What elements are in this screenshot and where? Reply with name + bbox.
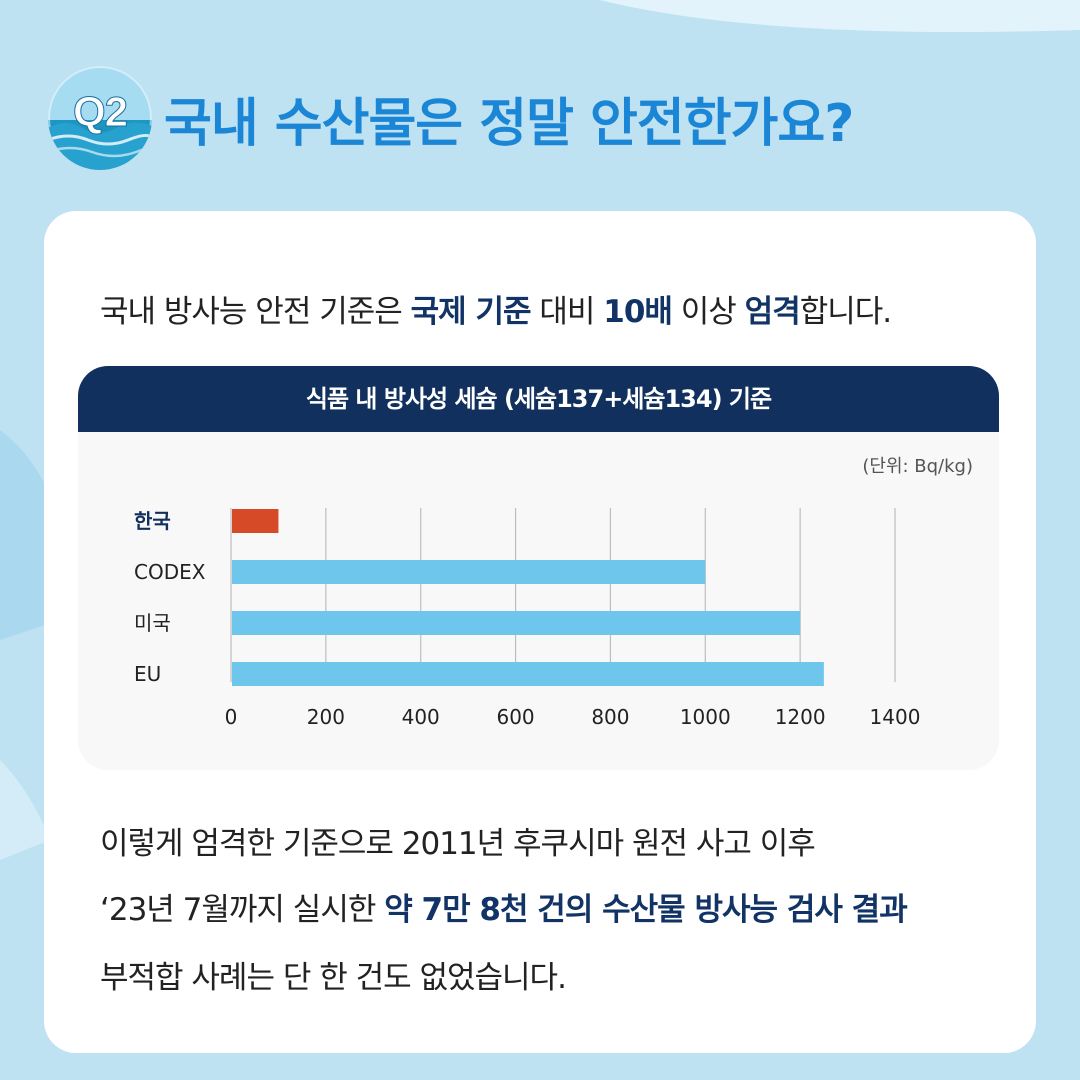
x-tick-label: 200 (307, 705, 345, 729)
chart-panel: 식품 내 방사성 세슘 (세슘137+세슘134) 기준 (단위: Bq/kg)… (78, 366, 999, 770)
bar (232, 509, 279, 533)
intro-text: 국내 방사능 안전 기준은 국제 기준 대비 10배 이상 엄격합니다. (100, 286, 892, 331)
wave-icon (48, 122, 152, 170)
category-label: EU (134, 662, 161, 686)
bar (232, 560, 706, 584)
page-title: 국내 수산물은 정말 안전한가요? (164, 93, 854, 154)
body-line-2-plain: ‘23년 7월까지 실시한 (100, 892, 385, 928)
intro-highlight: 엄격 (744, 294, 801, 330)
x-tick-label: 0 (225, 705, 238, 729)
intro-part: 국내 방사능 안전 기준은 (100, 294, 411, 330)
bar (232, 611, 801, 635)
intro-highlight: 국제 기준 (410, 294, 532, 330)
body-line-1: 이렇게 엄격한 기준으로 2011년 후쿠시마 원전 사고 이후 (100, 826, 816, 862)
body-line-2: ‘23년 7월까지 실시한 약 7만 8천 건의 수산물 방사능 검사 결과 (100, 884, 908, 929)
bar (232, 662, 824, 686)
chart-title: 식품 내 방사성 세슘 (세슘137+세슘134) 기준 (78, 366, 999, 432)
unit-label: (단위: Bq/kg) (862, 456, 973, 477)
x-tick-label: 1200 (775, 705, 826, 729)
body-line-3: 부적합 사례는 단 한 건도 없었습니다. (100, 960, 567, 996)
intro-part: 합니다. (799, 294, 892, 330)
intro-highlight: 10배 (603, 294, 673, 330)
bar-chart: (단위: Bq/kg) 한국 CODEX 미국 EU 0 200 400 600 800 1000 1… (134, 456, 973, 729)
header: Q2 국내 수산물은 정말 안전한가요? (48, 66, 854, 170)
x-tick-label: 1000 (680, 705, 731, 729)
category-label: CODEX (134, 560, 206, 584)
x-tick-label: 400 (402, 705, 440, 729)
badge-label: Q2 (72, 88, 128, 136)
x-tick-label: 800 (591, 705, 629, 729)
x-tick-label: 1400 (870, 705, 921, 729)
x-tick-label: 600 (496, 705, 534, 729)
category-label: 한국 (134, 509, 171, 533)
q2-badge: Q2 (48, 66, 152, 170)
intro-part: 이상 (671, 294, 745, 330)
body-line-2-highlight: 약 7만 8천 건의 수산물 방사능 검사 결과 (384, 892, 907, 928)
intro-part: 대비 (530, 294, 604, 330)
category-label: 미국 (134, 611, 171, 635)
